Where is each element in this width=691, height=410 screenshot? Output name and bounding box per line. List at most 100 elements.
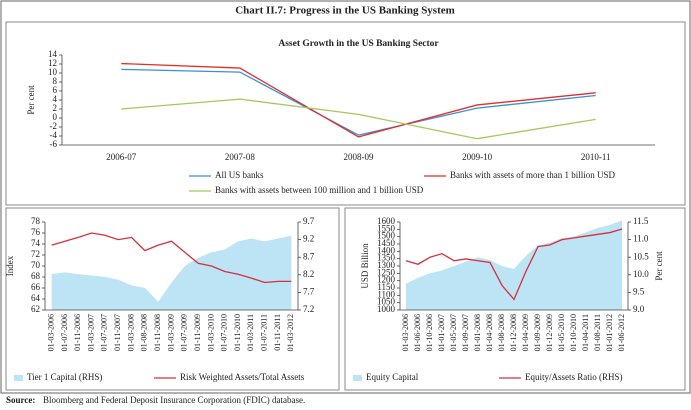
x-tick-label: 01-07-2006 (60, 314, 69, 351)
y-tick-label: 1000 (377, 304, 396, 314)
source: Bloomberg and Federal Deposit Insurance … (43, 395, 305, 405)
x-tick-label: 2007-08 (225, 152, 255, 162)
x-tick-label: 2006-07 (106, 152, 136, 162)
x-tick-label: 01-08-2008 (140, 314, 149, 351)
y-tick-label: 64 (31, 293, 41, 303)
x-tick-label: 01-07-2009 (180, 314, 189, 351)
legend-label: Banks with assets of more than 1 billion… (450, 170, 615, 180)
x-tick-label: 01-07-2007 (100, 314, 109, 351)
y-tick-label: 1200 (377, 275, 396, 285)
y-tick-label: 0 (53, 112, 58, 122)
area (51, 235, 292, 310)
legend-label: Equity/Assets Ratio (RHS) (525, 372, 623, 382)
y-tick-label: 4 (53, 94, 58, 104)
area (406, 220, 622, 310)
y-tick-label: -2 (50, 121, 58, 131)
line (405, 228, 623, 301)
x-tick-label: 01-09-2007 (461, 314, 470, 351)
y2-tick-label: 10.5 (633, 251, 649, 261)
x-tick-label: 01-11-2010 (233, 314, 242, 351)
line (121, 62, 596, 138)
legend-swatch (14, 375, 23, 381)
y2-axis-label: Per cent (654, 251, 664, 281)
x-tick-label: 01-03-2006 (46, 314, 55, 351)
y-tick-label: 1100 (377, 289, 395, 299)
y2-tick-label: 11.5 (633, 216, 649, 226)
y-tick-label: 74 (31, 238, 41, 248)
y2-tick-label: 9.5 (633, 286, 645, 296)
y-tick-label: 1300 (377, 260, 396, 270)
y-tick-label: 62 (31, 304, 40, 314)
x-tick-label: 2010-11 (581, 152, 611, 162)
x-tick-label: 01-10-2006 (425, 314, 434, 351)
y-tick-label: 10 (48, 67, 58, 77)
y-tick-label: 1050 (377, 297, 396, 307)
y-tick-label: 68 (31, 271, 41, 281)
x-tick-label: 01-04-2008 (485, 314, 494, 351)
x-tick-label: 01-03-2009 (166, 314, 175, 351)
x-tick-label: 2009-10 (462, 152, 492, 162)
x-tick-label: 01-06-2006 (413, 314, 422, 351)
x-tick-label: 01-05-2010 (557, 314, 566, 351)
y-tick-label: 1600 (377, 216, 396, 226)
y2-tick-label: 8.2 (303, 269, 314, 279)
y2-tick-label: 7.7 (303, 286, 315, 296)
x-tick-label: 01-04-2011 (581, 314, 590, 351)
y-tick-label: 70 (31, 260, 41, 270)
y-axis-label: USD Billion (360, 243, 370, 289)
x-tick-label: 01-03-2006 (401, 314, 410, 351)
y-tick-label: 1250 (377, 267, 396, 277)
y-tick-label: 1150 (377, 282, 395, 292)
legend-label: Banks with assets between 100 million an… (215, 185, 424, 195)
x-tick-label: 01-03-2010 (206, 314, 215, 351)
y-tick-label: 1400 (377, 245, 396, 255)
y-tick-label: 1500 (377, 231, 396, 241)
source-label: Source: (6, 395, 35, 405)
x-tick-label: 2008-09 (344, 152, 374, 162)
y-tick-label: 1550 (377, 223, 396, 233)
x-tick-label: 01-01-2008 (473, 314, 482, 351)
x-tick-label: 01-03-2007 (86, 314, 95, 351)
y-tick-label: 1350 (377, 253, 396, 263)
x-tick-label: 01-12-2009 (545, 314, 554, 351)
y-tick-label: 14 (48, 49, 58, 59)
figure-title: Chart II.7: Progress in the US Banking S… (235, 5, 455, 17)
x-tick-label: 01-05-2007 (449, 314, 458, 351)
outer-frame (0, 0, 691, 394)
y2-tick-label: 11.0 (633, 234, 649, 244)
y-axis-label: Per cent (26, 85, 36, 115)
y2-tick-label: 10.0 (633, 269, 649, 279)
x-tick-label: 01-11-2007 (113, 314, 122, 351)
x-tick-label: 01-04-2009 (521, 314, 530, 351)
x-tick-label: 01-11-2006 (73, 314, 82, 351)
line (121, 98, 596, 140)
x-tick-label: 01-08-2008 (497, 314, 506, 351)
x-tick-label: 01-10-2010 (569, 314, 578, 351)
x-tick-label: 01-12-2008 (509, 314, 518, 351)
legend-label: All US banks (215, 170, 264, 180)
x-tick-label: 01-01-2007 (437, 314, 446, 351)
y-tick-label: 6 (53, 85, 58, 95)
y-tick-label: 76 (31, 227, 41, 237)
x-tick-label: 01-03-2011 (246, 314, 255, 351)
panel-frame (5, 207, 340, 391)
x-tick-label: 01-01-2012 (605, 314, 614, 351)
legend-swatch (353, 375, 362, 381)
chart-title: Asset Growth in the US Banking Sector (278, 39, 439, 49)
y-axis-label: Index (5, 255, 15, 276)
y-tick-label: -4 (50, 130, 58, 140)
y-tick-label: 2 (53, 103, 58, 113)
y-tick-label: 78 (31, 216, 41, 226)
y2-tick-label: 8.7 (303, 251, 315, 261)
panel-frame (5, 21, 686, 206)
y2-tick-label: 9.2 (303, 234, 314, 244)
x-tick-label: 01-11-2009 (193, 314, 202, 351)
x-tick-label: 01-08-2011 (593, 314, 602, 351)
panel-frame (344, 207, 686, 391)
y-tick-label: 8 (53, 76, 58, 86)
line (51, 232, 292, 284)
y-tick-label: 66 (31, 282, 41, 292)
x-tick-label: 01-07-2010 (220, 314, 229, 351)
x-tick-label: 01-09-2009 (533, 314, 542, 351)
